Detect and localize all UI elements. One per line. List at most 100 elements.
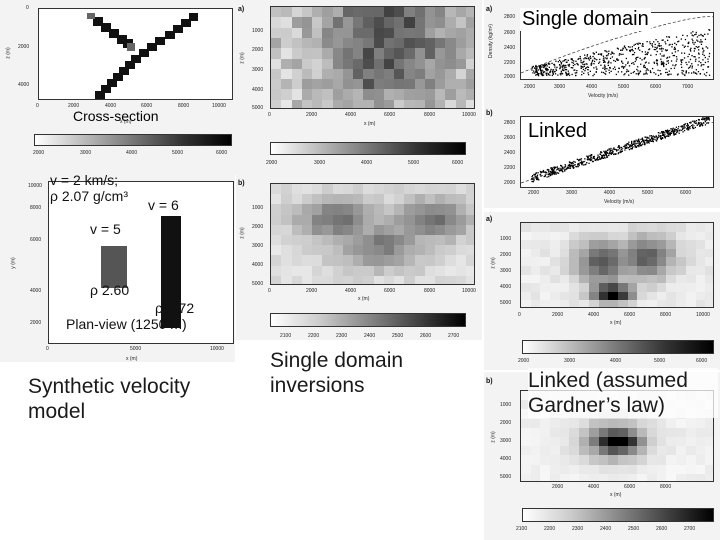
texture-cell	[312, 214, 323, 225]
texture-cell	[445, 194, 456, 205]
scatter-point	[665, 68, 667, 70]
texture-cell	[598, 257, 609, 266]
scatter-point	[680, 38, 682, 40]
scatter-point	[554, 66, 556, 68]
texture-cell	[342, 265, 353, 276]
scatter-point	[567, 73, 569, 76]
scatter-point	[680, 129, 682, 132]
texture-cell	[363, 234, 374, 246]
scatter-point	[652, 46, 654, 48]
scatter-point	[560, 70, 562, 72]
scatter-point	[565, 168, 567, 171]
scatter-point	[586, 66, 588, 68]
texture-cell	[271, 37, 282, 49]
scatter-point	[600, 53, 603, 55]
annotation-v5: v = 5	[90, 221, 121, 237]
texture-cell	[414, 214, 425, 225]
texture-cell	[695, 300, 706, 307]
texture-cell	[530, 283, 541, 292]
scatter-point	[661, 63, 664, 65]
scatter-point	[583, 60, 585, 63]
scatter-point	[588, 57, 590, 59]
texture-cell	[617, 427, 628, 437]
scatter-point	[644, 139, 647, 141]
scatter-point	[604, 57, 606, 59]
scatter-point	[621, 71, 623, 73]
scatter-point	[605, 73, 607, 75]
scatter-point	[663, 54, 665, 56]
texture-cell	[685, 300, 696, 307]
scatter-point	[592, 59, 594, 61]
scatter-point	[655, 54, 657, 56]
scatter-point	[637, 43, 639, 46]
scatter-point	[689, 122, 691, 124]
texture-cell	[685, 446, 696, 456]
texture-cell	[465, 265, 474, 276]
scatter-point	[666, 49, 668, 51]
scatter-point	[688, 41, 690, 43]
scatter-point	[559, 167, 561, 169]
scatter-point	[548, 171, 550, 173]
tick-label: 4000	[18, 82, 30, 88]
single-velocity-image	[271, 7, 474, 108]
scatter-point	[567, 167, 569, 169]
tick-label: 10000	[696, 312, 710, 318]
texture-cell	[342, 79, 353, 90]
scatter-point	[661, 55, 663, 57]
scatter-point	[613, 153, 615, 156]
texture-cell	[445, 275, 456, 284]
scatter-point	[694, 48, 696, 50]
scatter-point	[707, 47, 709, 49]
scatter-point	[648, 48, 650, 51]
texture-cell	[373, 204, 384, 215]
texture-cell	[383, 27, 394, 38]
texture-cell	[637, 248, 648, 258]
scatter-point	[602, 67, 604, 69]
scatter-point	[564, 65, 566, 67]
texture-cell	[705, 283, 713, 292]
texture-cell	[666, 300, 677, 307]
texture-cell	[322, 265, 333, 276]
texture-cell	[435, 245, 446, 256]
scatter-point	[642, 143, 644, 145]
tick-label: 0	[46, 346, 49, 352]
texture-cell	[435, 27, 446, 38]
scatter-point	[604, 157, 606, 159]
scatter-point	[630, 145, 633, 147]
texture-cell	[540, 455, 551, 465]
scatter-point	[694, 41, 696, 44]
scatter-point	[687, 123, 689, 126]
scatter-point	[552, 72, 554, 74]
scatter-point	[661, 50, 663, 52]
scatter-point	[669, 133, 671, 135]
cross-section-image	[87, 13, 198, 99]
texture-cell	[666, 436, 677, 447]
texture-cell	[301, 245, 312, 256]
scatter-point	[629, 144, 632, 146]
scatter-point	[704, 124, 707, 126]
tick-label: 3000	[252, 243, 264, 249]
scatter-point	[544, 175, 546, 177]
scatter-point	[659, 48, 661, 50]
scatter-point	[643, 139, 645, 141]
scatter-point	[579, 57, 582, 60]
scatter-point	[655, 60, 658, 62]
texture-cell	[559, 464, 570, 474]
scatter-point	[663, 65, 665, 68]
scatter-point	[595, 159, 597, 162]
scatter-point	[675, 56, 678, 58]
cross-section-label: Cross-section	[73, 108, 159, 124]
scatter-point	[700, 122, 703, 125]
texture-cell	[540, 300, 551, 307]
texture-cell	[271, 89, 282, 100]
texture-cell	[550, 418, 560, 428]
scatter-point	[595, 66, 597, 68]
scatter-point	[552, 73, 554, 75]
scatter-point	[568, 72, 570, 74]
scatter-point	[660, 138, 662, 140]
texture-cell	[666, 427, 677, 437]
scatter-point	[667, 62, 670, 64]
scatter-point	[605, 70, 607, 72]
scatter-point	[625, 64, 627, 66]
texture-cell	[332, 27, 343, 38]
